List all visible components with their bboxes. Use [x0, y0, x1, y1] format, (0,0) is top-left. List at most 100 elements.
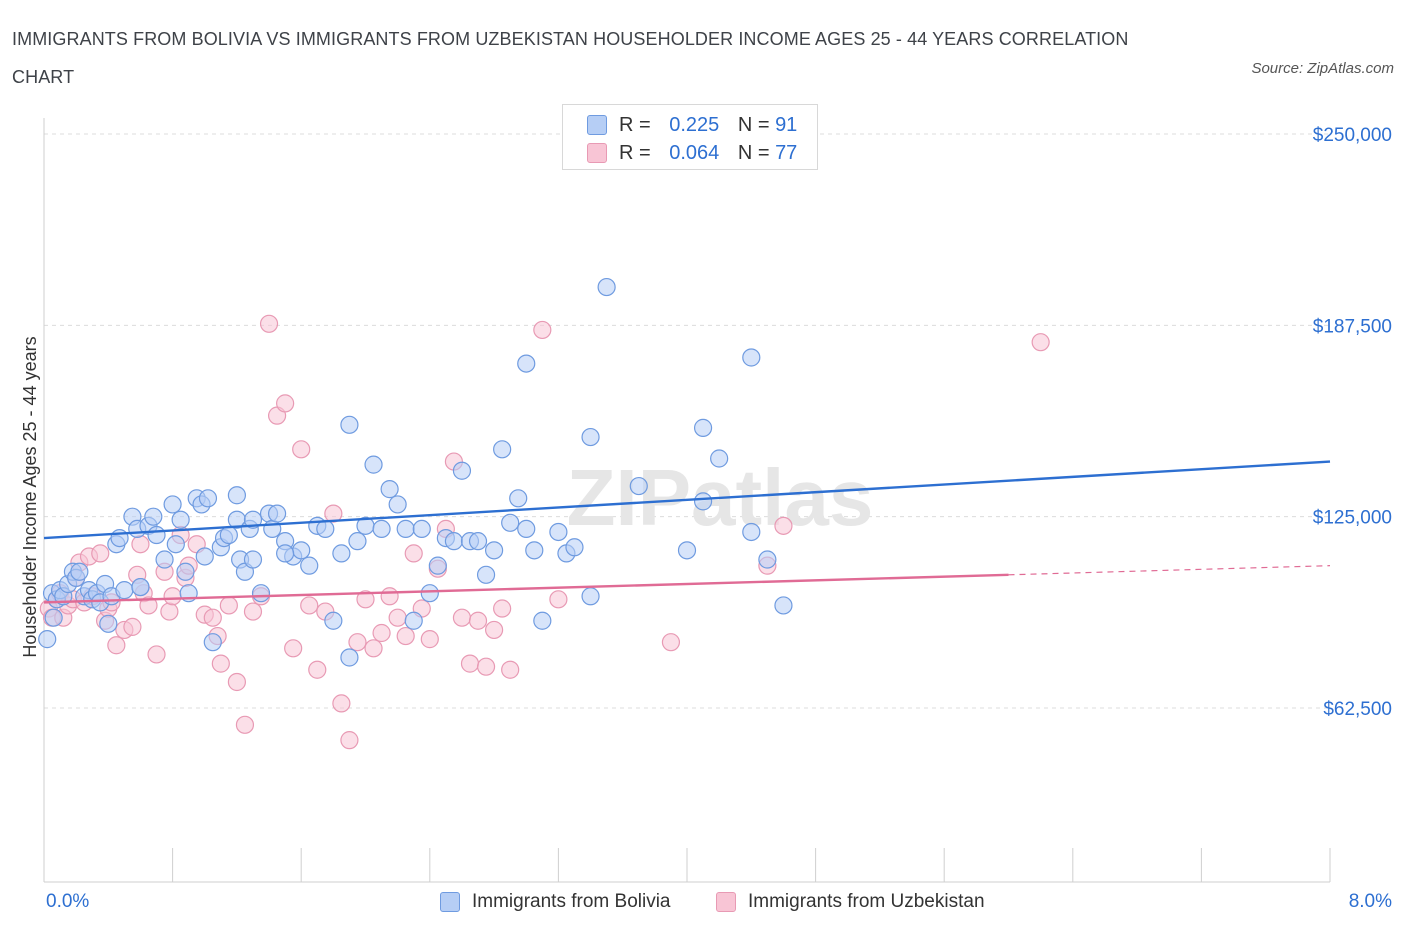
bolivia-point: [198, 489, 218, 508]
bolivia-point: [364, 455, 383, 474]
bolivia-point: [348, 532, 367, 551]
bolivia-point: [774, 596, 793, 615]
bolivia-point: [324, 611, 343, 630]
bolivia-point: [99, 614, 118, 633]
bolivia-swatch: [440, 892, 460, 912]
bolivia-point: [131, 577, 150, 597]
bolivia-point: [742, 348, 761, 367]
bolivia-point: [219, 525, 238, 545]
uzbekistan-point: [460, 654, 480, 673]
uzbekistan-point: [348, 633, 367, 652]
x-tick-label: 0.0%: [46, 891, 89, 912]
bolivia-point: [38, 630, 57, 649]
uzbekistan-point: [292, 440, 311, 459]
bolivia-point: [476, 565, 496, 584]
uzbekistan-point: [243, 602, 263, 621]
bolivia-point: [629, 476, 648, 496]
bolivia-point: [372, 519, 391, 539]
bolivia-point: [565, 538, 584, 557]
bolivia-point: [485, 541, 504, 560]
uzbekistan-point: [91, 544, 110, 563]
uzbekistan-point: [332, 694, 351, 713]
uzbekistan-points: [39, 314, 1050, 750]
uzbekistan-point: [364, 639, 383, 658]
bolivia-point: [243, 550, 263, 569]
y-tick-label: $250,000: [1313, 125, 1392, 146]
legend-item-bolivia[interactable]: Immigrants from Bolivia: [440, 888, 671, 916]
uzbekistan-point: [396, 626, 415, 646]
uzbekistan-point: [139, 596, 158, 615]
uzbekistan-point: [219, 596, 238, 615]
correlation-legend: R = 0.225 N = 91 R = 0.064 N = 77: [562, 104, 818, 170]
y-tick-label: $125,000: [1313, 508, 1392, 529]
uzbekistan-point: [308, 660, 327, 679]
uzbekistan-point: [284, 639, 303, 658]
bolivia-point: [166, 535, 185, 554]
uzbekistan-point: [372, 623, 391, 643]
uzbekistan-point: [452, 608, 472, 627]
bolivia-point: [452, 461, 472, 480]
bolivia-point: [420, 584, 439, 603]
y-tick-label: $187,500: [1313, 316, 1392, 337]
bolivia-point: [332, 544, 351, 563]
uzbekistan-point: [774, 516, 793, 535]
bolivia-point: [468, 532, 488, 551]
x-tick-label: 8.0%: [1349, 891, 1392, 912]
uzbekistan-point: [388, 608, 407, 627]
uzbekistan-trend-line: [43, 573, 1009, 604]
uzbekistan-point: [147, 645, 166, 664]
uzbekistan-point: [276, 394, 295, 413]
bolivia-point: [517, 519, 536, 539]
bolivia-point: [144, 507, 163, 526]
bolivia-point: [243, 510, 263, 529]
bolivia-point: [227, 486, 246, 505]
bolivia-point: [404, 611, 423, 630]
uzbekistan-point: [300, 596, 319, 615]
bolivia-point: [412, 519, 431, 539]
chart-title: IMMIGRANTS FROM BOLIVIA VS IMMIGRANTS FR…: [12, 29, 1129, 87]
bolivia-point: [340, 415, 359, 434]
bolivia-point: [710, 449, 729, 468]
bolivia-point: [388, 495, 407, 514]
bolivia-point: [292, 541, 311, 560]
bolivia-swatch: [587, 115, 607, 135]
bolivia-point: [147, 525, 166, 545]
y-axis-label: Householder Income Ages 25 - 44 years: [20, 336, 40, 657]
bolivia-point: [340, 648, 359, 667]
bolivia-point: [276, 544, 295, 563]
source-label: Source: ZipAtlas.com: [1251, 60, 1394, 77]
trend-lines: [43, 460, 1331, 604]
bolivia-point: [758, 550, 777, 569]
bolivia-point: [396, 519, 415, 539]
bolivia-point: [176, 562, 195, 581]
uzbekistan-point: [324, 504, 343, 523]
bolivia-point: [195, 547, 214, 566]
bolivia-point: [70, 562, 89, 581]
legend-item-uzbekistan[interactable]: Immigrants from Uzbekistan: [716, 888, 985, 916]
uzbekistan-point: [340, 731, 359, 750]
bolivia-point: [380, 480, 399, 499]
r-value-bolivia: 0.225: [669, 113, 720, 136]
uzbekistan-point: [661, 633, 681, 652]
bolivia-point: [428, 556, 447, 575]
axes: [43, 118, 1331, 883]
uzbekistan-point: [211, 654, 230, 673]
bolivia-point: [517, 354, 536, 373]
uzbekistan-point: [107, 636, 126, 655]
bolivia-point: [444, 532, 464, 551]
uzbekistan-point: [356, 590, 375, 609]
r-label: R =: [619, 141, 651, 164]
bolivia-point: [44, 608, 63, 627]
legend-row-bolivia: R = 0.225 N = 91: [587, 111, 797, 139]
bolivia-point: [693, 492, 713, 511]
uzbekistan-point: [203, 608, 222, 627]
bolivia-point: [501, 513, 520, 532]
bolivia-point: [300, 556, 319, 575]
uzbekistan-point: [227, 672, 246, 692]
bolivia-point: [267, 504, 287, 523]
bolivia-point: [597, 277, 616, 297]
bolivia-point: [509, 489, 528, 508]
n-label: N =: [737, 113, 770, 136]
bolivia-point: [581, 587, 600, 606]
